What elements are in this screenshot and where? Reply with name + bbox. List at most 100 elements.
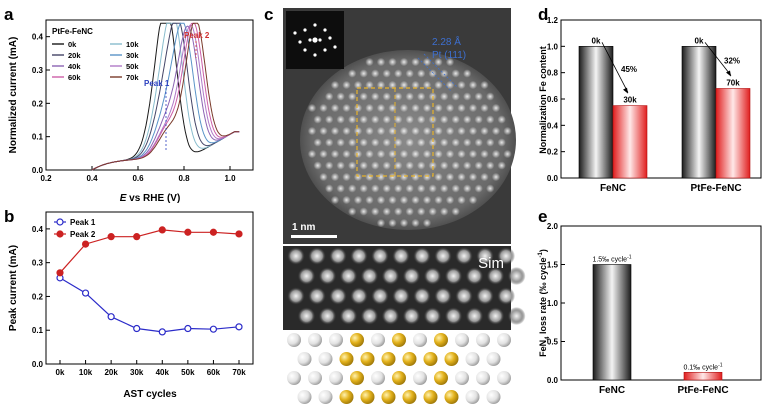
- panel-e-ylabel: FeN4 loss rate (‰ cycle-1): [538, 249, 551, 357]
- sim-column: [434, 287, 452, 305]
- series-0-point: [158, 328, 166, 336]
- bar-PtFe-FeNC: [683, 371, 723, 381]
- atom-column: [491, 126, 501, 136]
- atom-column: [365, 195, 374, 205]
- sim-column: [318, 307, 337, 325]
- atom-column: [307, 103, 317, 113]
- legend-peak1-label: Peak 1: [70, 218, 96, 227]
- atom-columns: [307, 57, 512, 228]
- panel-b-xtick-label: 30k: [130, 368, 144, 377]
- atom-column: [474, 92, 483, 101]
- atom-column: [486, 92, 495, 101]
- atom-column: [428, 207, 437, 216]
- atom-column: [451, 207, 460, 216]
- atom-column: [382, 92, 391, 101]
- panel-a-xtick-label: 1.0: [224, 174, 236, 183]
- atom-column: [468, 195, 478, 205]
- atom-column: [371, 92, 380, 101]
- panel-b-xtick-label: 50k: [181, 368, 195, 377]
- panel-c: c 2.28 Å Pt (111) 1 nm Sim: [264, 5, 526, 404]
- atom-column: [451, 184, 460, 193]
- bar-PtFe-FeNC-0k: [681, 46, 717, 179]
- panel-a-ytick-label: 0.1: [32, 133, 44, 142]
- atom-column: [376, 218, 386, 228]
- sim-columns: [287, 247, 526, 325]
- atom-column: [463, 161, 472, 170]
- atom-column: [336, 161, 345, 170]
- atom-column: [376, 103, 386, 113]
- atom-column: [319, 149, 328, 159]
- sim-column: [308, 247, 326, 265]
- atom-column: [422, 80, 432, 90]
- lattice-line-1: [417, 57, 453, 93]
- atom-column: [319, 103, 328, 113]
- atom-column: [313, 161, 322, 170]
- panel-e-ylabel-main: FeN: [538, 340, 548, 357]
- sim-column: [465, 267, 484, 285]
- atom-column: [342, 149, 351, 159]
- fft-spots: [293, 23, 337, 57]
- atom-column: [417, 69, 426, 78]
- series-1-point: [56, 269, 64, 277]
- fft-spot: [328, 36, 332, 40]
- atom-column: [365, 103, 374, 113]
- sim-column: [455, 247, 473, 265]
- fe-atom: [497, 371, 511, 385]
- atom-column: [399, 195, 409, 205]
- fe-atom: [318, 352, 333, 366]
- pt-atom: [434, 371, 448, 385]
- panel-b-letter: b: [4, 207, 14, 226]
- sim-column: [318, 267, 337, 285]
- atom-column: [371, 184, 380, 193]
- atom-column: [325, 138, 334, 147]
- atom-column: [388, 195, 397, 205]
- atom-column: [468, 126, 478, 136]
- legend-label-50k: 50k: [126, 62, 139, 71]
- sim-column: [350, 287, 368, 305]
- fft-spot: [293, 31, 297, 35]
- bar-value-main: 1.5‰ cycle: [592, 257, 627, 264]
- bar-label-0k: 0k: [695, 36, 704, 45]
- atom-column: [376, 172, 386, 182]
- panel-b-ytick-label: 0.1: [32, 326, 44, 335]
- bar-FeNC-cycled: [612, 105, 648, 179]
- sim-column: [465, 307, 484, 325]
- pt-atom: [392, 333, 406, 347]
- legend-label-60k: 60k: [68, 73, 81, 82]
- atom-column: [445, 126, 455, 136]
- atom-column: [371, 69, 380, 78]
- panel-d-ytick-label: 0.2: [547, 148, 559, 157]
- fe-atom: [371, 333, 385, 347]
- series-line-1: [59, 229, 240, 274]
- sim-column: [297, 307, 316, 325]
- atom-column: [463, 138, 472, 147]
- atom-column: [474, 138, 483, 147]
- pt-atom: [444, 390, 459, 404]
- atom-column: [434, 57, 443, 67]
- atom-column: [359, 161, 368, 170]
- fft-center: [312, 37, 318, 43]
- fe-atom: [455, 371, 469, 385]
- atom-column: [382, 207, 391, 216]
- atom-column: [348, 138, 357, 147]
- series-1-point: [107, 233, 115, 241]
- atom-column: [411, 103, 420, 113]
- sim-column: [423, 307, 442, 325]
- panel-b-axes: 0k 10k 20k 30k 40k 50k 60k 70k 0.0 0.1 0.2 0.3 0.4: [32, 225, 246, 377]
- panel-b-ytick-label: 0.3: [32, 259, 44, 268]
- atom-column: [348, 69, 357, 78]
- panel-d-letter: d: [538, 5, 548, 24]
- peak2-annotation: Peak 2: [184, 31, 210, 40]
- atom-column: [307, 149, 317, 159]
- fft-spot: [333, 45, 337, 49]
- pt-atom: [339, 352, 354, 366]
- series-0-point: [107, 313, 115, 321]
- atom-column: [474, 161, 483, 170]
- atom-column: [365, 57, 374, 67]
- legend-label-20k: 20k: [68, 51, 81, 60]
- panel-d-category: FeNC: [600, 183, 626, 194]
- atom-column: [457, 195, 466, 205]
- atom-column: [474, 184, 483, 193]
- bar-label-cycled: 30k: [623, 96, 637, 105]
- atom-column: [463, 115, 472, 124]
